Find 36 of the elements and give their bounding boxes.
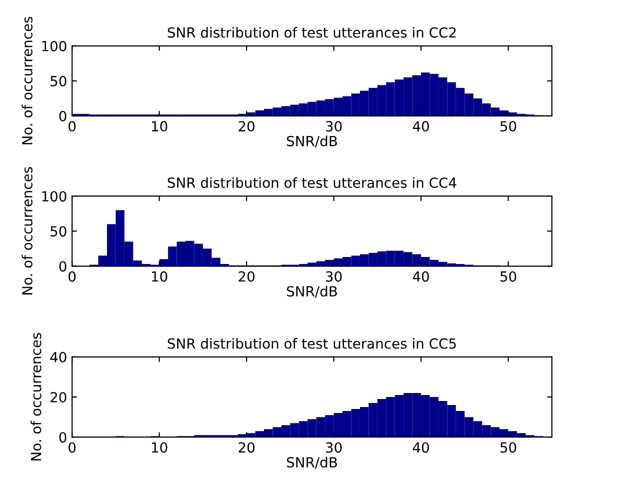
- x-tick-label: 30: [326, 121, 342, 132]
- y-tick-label: 0: [59, 261, 66, 272]
- x-tick-label: 10: [152, 271, 168, 282]
- y-tick-label: 40: [50, 352, 66, 362]
- x-tick-label: 40: [412, 271, 429, 282]
- x-tick-label: 20: [238, 442, 254, 453]
- y-tick-label: 50: [50, 76, 66, 86]
- y-tick-label: 100: [42, 40, 66, 52]
- y-tick-label: 50: [50, 226, 66, 237]
- x-tick-label: 30: [326, 442, 342, 453]
- x-tick-label: 40: [412, 442, 429, 453]
- x-tick-label: 20: [238, 271, 254, 282]
- x-tick-label: 50: [500, 442, 516, 453]
- chart-title: SNR distribution of test utterances in CC5: [168, 338, 456, 349]
- x-tick-label: 20: [238, 121, 254, 132]
- x-axis-title: SNR/dB: [286, 136, 337, 148]
- x-axis-title: SNR/dB: [286, 456, 337, 469]
- chart-title: SNR distribution of test utterances in CC4: [168, 177, 456, 188]
- y-axis-title: No. of occurrences: [30, 332, 42, 460]
- y-tick-label: 0: [59, 110, 66, 122]
- x-tick-label: 50: [500, 121, 516, 132]
- x-tick-label: 30: [326, 271, 342, 282]
- y-tick-label: 0: [59, 432, 66, 443]
- y-tick-label: 100: [42, 191, 66, 202]
- y-axis-title: No. of occurrences: [22, 16, 32, 144]
- x-tick-label: 0: [68, 121, 76, 132]
- y-axis-title: No. of occurrences: [22, 167, 32, 294]
- x-tick-label: 0: [68, 271, 76, 282]
- x-tick-label: 40: [412, 121, 429, 132]
- x-axis-title: SNR/dB: [286, 286, 337, 298]
- x-tick-label: 0: [68, 442, 76, 453]
- chart-title: SNR distribution of test utterances in CC2: [168, 27, 456, 38]
- x-tick-label: 10: [152, 121, 168, 132]
- x-tick-label: 50: [500, 271, 516, 282]
- x-tick-label: 10: [152, 442, 168, 453]
- y-tick-label: 20: [50, 392, 66, 402]
